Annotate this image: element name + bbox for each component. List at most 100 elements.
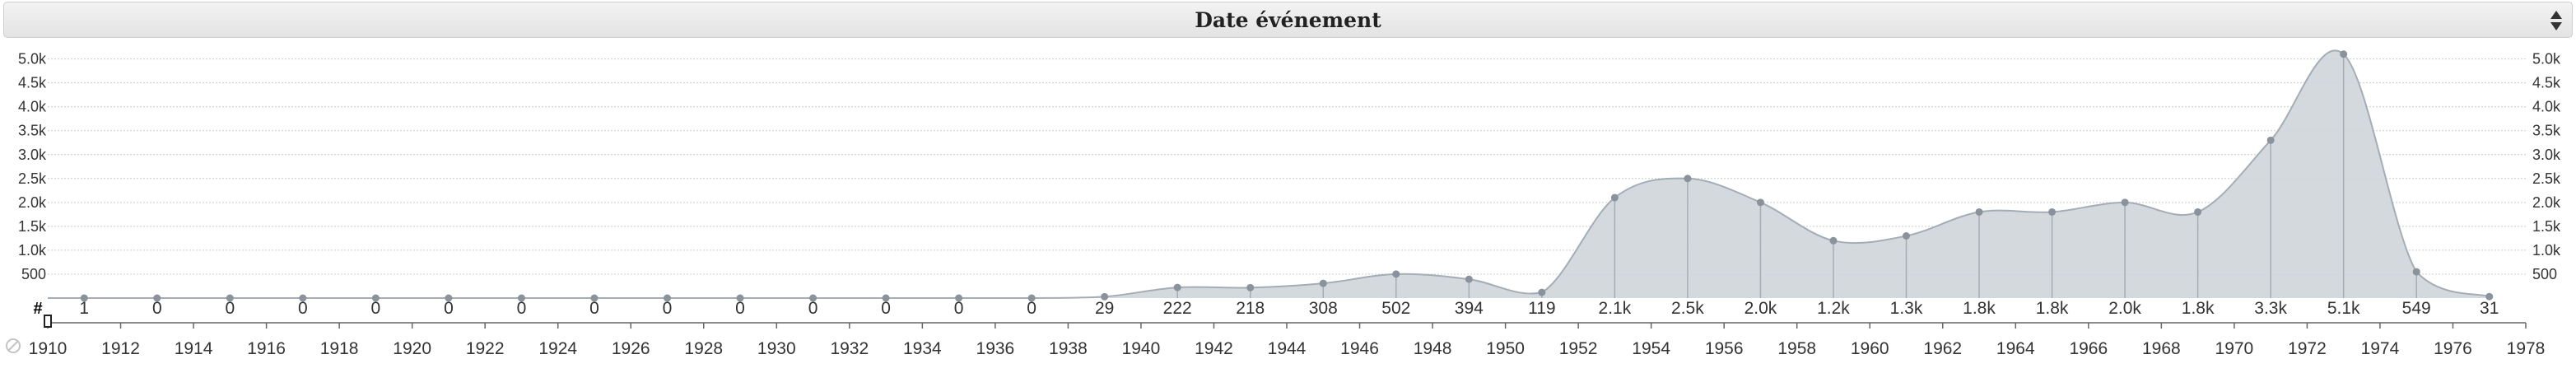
y-tick-label-left: 4.0k [18,99,47,115]
data-point[interactable] [1319,279,1327,287]
value-label: 0 [225,299,235,318]
value-label: 308 [1309,299,1338,318]
x-tick-label: 1918 [320,339,359,358]
data-point[interactable] [2485,292,2494,301]
value-label: 549 [2402,299,2431,318]
data-point[interactable] [299,294,307,302]
value-label: 0 [298,299,308,318]
data-point[interactable] [590,294,599,302]
y-tick-label-left: 1.5k [18,218,47,235]
x-tick-label: 1928 [684,339,723,358]
value-label: 0 [808,299,818,318]
y-tick-label-left: 1.0k [18,242,47,259]
y-tick-label-right: 2.0k [2532,194,2561,211]
value-label: 0 [735,299,745,318]
data-point[interactable] [2340,50,2348,58]
reset-no-icon-slash [7,340,19,352]
data-point[interactable] [1392,270,1400,278]
data-point[interactable] [1903,232,1910,240]
x-tick-label: 1920 [393,339,431,358]
y-tick-label-right: 3.5k [2532,123,2561,139]
y-tick-label-left: 2.5k [18,170,47,187]
x-tick-label: 1946 [1340,339,1379,358]
x-tick-label: 1940 [1122,339,1161,358]
chart-header: Date événement [3,2,2573,38]
data-point[interactable] [517,294,525,302]
value-label: 1.8k [1963,299,1996,318]
value-label: 3.3k [2254,299,2287,318]
x-tick-label: 1958 [1777,339,1816,358]
x-tick-label: 1924 [538,339,577,358]
data-point[interactable] [882,294,890,302]
x-tick-label: 1948 [1414,339,1452,358]
data-point[interactable] [1610,193,1619,202]
y-tick-label-left: 500 [21,266,46,282]
x-tick-label: 1938 [1049,339,1088,358]
data-point[interactable] [809,294,818,302]
data-point[interactable] [1246,283,1255,291]
x-tick-label: 1966 [2069,339,2108,358]
sort-updown-icon[interactable] [2549,9,2564,32]
data-point[interactable] [2266,136,2275,144]
value-label: 0 [152,299,162,318]
y-tick-label-right: 3.0k [2532,147,2561,163]
x-tick-label: 1972 [2288,339,2327,358]
value-label: 2.0k [2108,299,2141,318]
data-point[interactable] [736,294,744,302]
data-point[interactable] [1975,207,1983,216]
y-tick-label-left: 4.5k [18,75,47,91]
data-point[interactable] [1101,292,1109,301]
data-point[interactable] [1173,283,1181,291]
value-label: 31 [2480,299,2499,318]
data-point[interactable] [1756,198,1764,207]
data-point[interactable] [2121,198,2129,207]
y-tick-label-left: 2.0k [18,194,47,211]
x-tick-label: 1910 [29,339,68,358]
x-tick-label: 1932 [830,339,869,358]
data-point[interactable] [2194,207,2202,216]
data-point[interactable] [80,294,88,302]
data-point[interactable] [1684,175,1692,183]
data-point[interactable] [153,294,161,302]
y-tick-label-right: 4.0k [2532,99,2561,115]
data-point[interactable] [371,294,380,302]
value-label: 1 [79,299,89,318]
value-label: 1.8k [2182,299,2215,318]
x-tick-label: 1978 [2507,339,2546,358]
count-label: # [33,300,42,318]
data-point[interactable] [1829,236,1838,245]
x-tick-label: 1956 [1705,339,1744,358]
data-point[interactable] [1465,275,1473,283]
x-tick-label: 1952 [1559,339,1598,358]
reset-no-icon[interactable] [6,338,21,353]
value-label: 0 [954,299,964,318]
data-point[interactable] [664,294,671,302]
x-tick-label: 1964 [1996,339,2035,358]
value-label: 0 [371,299,381,318]
value-label: 502 [1381,299,1410,318]
data-point[interactable] [2412,268,2420,276]
x-tick-label: 1968 [2142,339,2181,358]
y-tick-label-left: 3.0k [18,147,47,163]
data-point[interactable] [445,294,453,302]
x-tick-label: 1930 [757,339,796,358]
series-area [48,50,2490,298]
data-point[interactable] [226,294,234,302]
value-label: 29 [1095,299,1114,318]
x-tick-label: 1974 [2361,339,2400,358]
data-point[interactable] [2048,207,2057,216]
data-point[interactable] [955,294,963,302]
x-tick-label: 1962 [1923,339,1962,358]
data-point[interactable] [1538,288,1546,296]
y-tick-label-left: 5.0k [18,51,47,68]
value-label: 119 [1528,299,1555,318]
value-label: 2.5k [1671,299,1704,318]
x-tick-label: 1912 [101,339,140,358]
x-tick-label: 1976 [2434,339,2472,358]
x-tick-label: 1914 [175,339,213,358]
x-tick-label: 1934 [903,339,942,358]
data-point[interactable] [1027,294,1036,302]
range-handle-icon[interactable] [44,315,52,328]
value-label: 0 [589,299,599,318]
